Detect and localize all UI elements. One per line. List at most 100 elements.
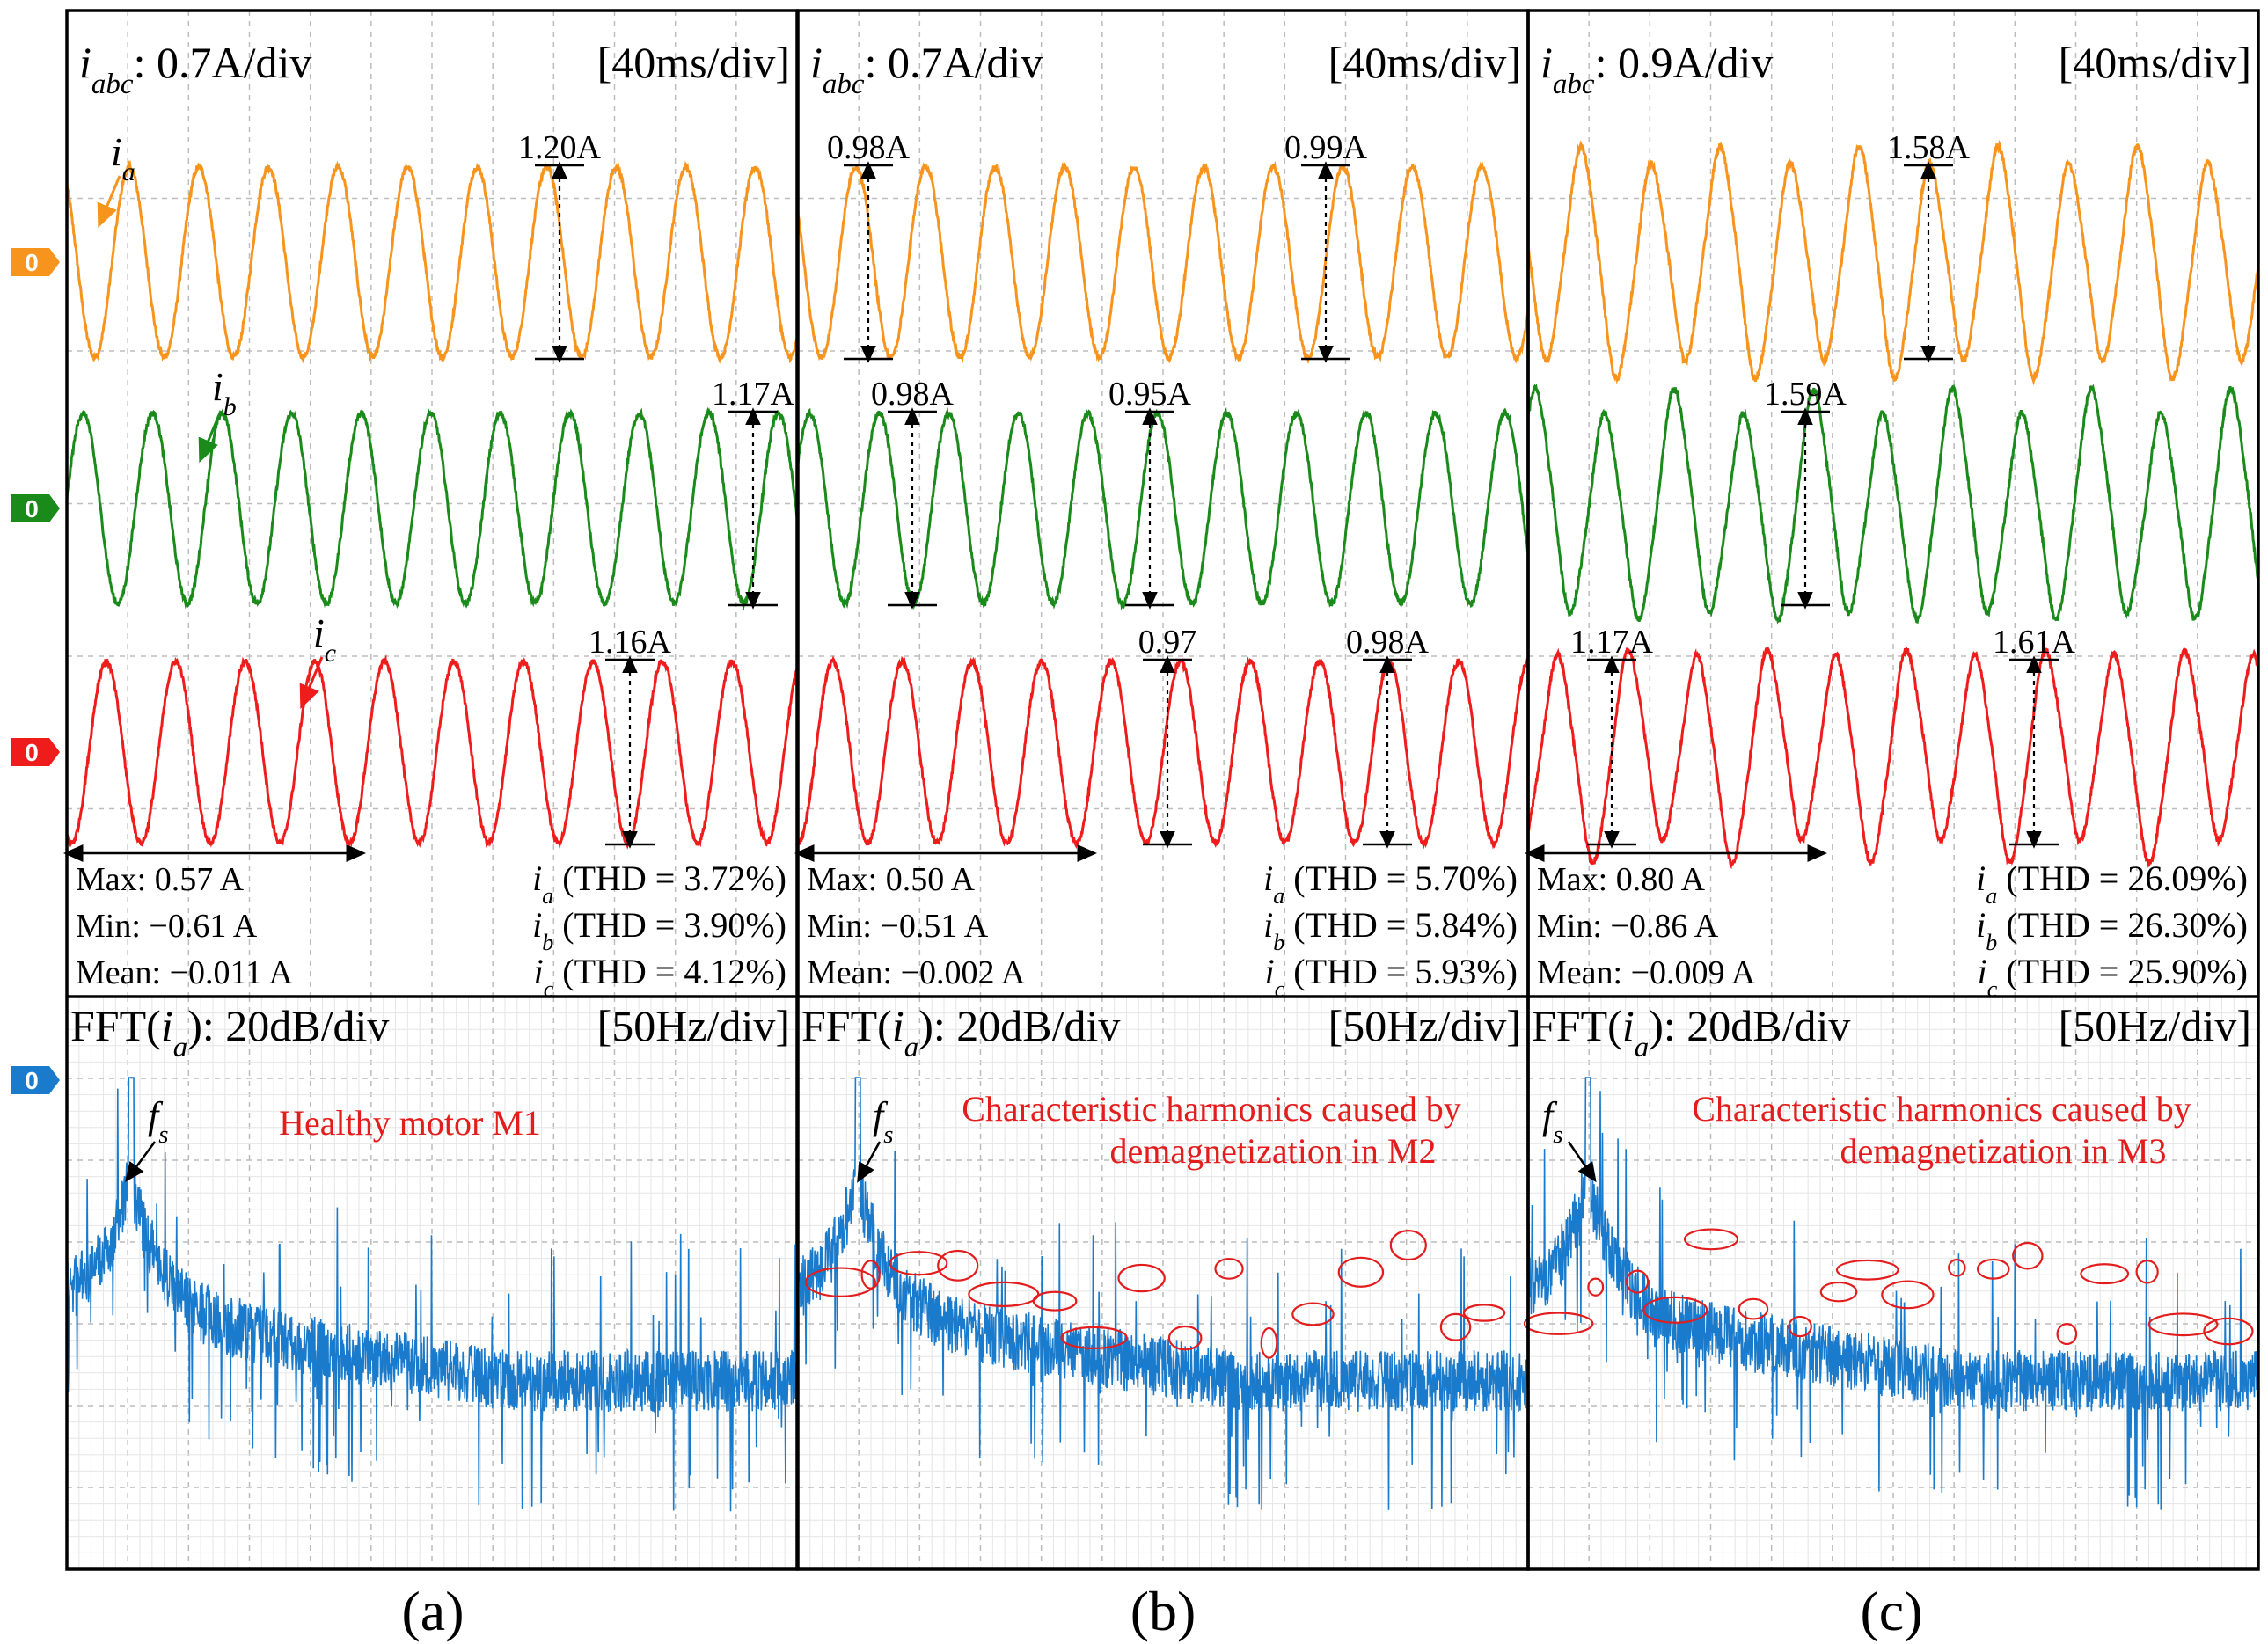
trace-ia-a: [65, 159, 799, 365]
panel-label-b: (b): [1130, 1580, 1196, 1642]
thd-ia-c: ia (THD = 26.09%): [1976, 859, 2248, 909]
trace-label-ic: ic: [313, 610, 336, 668]
zero-marker-1: [11, 494, 60, 522]
fft-trace-c: [1527, 1077, 2259, 1510]
fft-annotation-a-0: Healthy motor M1: [279, 1103, 541, 1143]
panel-label-c: (c): [1860, 1580, 1923, 1642]
fft-trace-b: [797, 1077, 1529, 1510]
harmonic-circle: [2147, 1312, 2219, 1337]
fundamental-label-a: fs: [148, 1094, 169, 1149]
trace-ic-c: [1526, 646, 2260, 870]
panel-frame-c: [1526, 9, 2260, 1571]
stat-mean-b: Mean: −0.002 A: [807, 954, 1026, 991]
harmonic-circle: [2080, 1263, 2130, 1285]
thd-ia-b: ia (THD = 5.70%): [1263, 859, 1518, 909]
peak-label-ia-b: 0.98A: [827, 129, 911, 166]
harmonic-circle: [860, 1260, 881, 1290]
fundamental-arrow-c: [1567, 1141, 1597, 1183]
time-scale-c: iabc: 0.9A/div: [1540, 38, 1773, 100]
stat-mean-c: Mean: −0.009 A: [1537, 954, 1756, 991]
time-scale-b: iabc: 0.7A/div: [810, 38, 1043, 100]
time-scale-a: iabc: 0.7A/div: [79, 38, 311, 100]
harmonic-circle: [1683, 1228, 1739, 1251]
harmonic-circle: [2135, 1260, 2159, 1284]
trace-label-ib: ib: [212, 364, 237, 421]
harmonic-circle: [2012, 1241, 2044, 1270]
harmonic-circle: [1032, 1290, 1078, 1312]
stat-max-a: Max: 0.57 A: [76, 861, 245, 898]
trace-ia-c: [1526, 139, 2260, 386]
fft-trace-a: [66, 1077, 798, 1512]
fundamental-label-b: fs: [873, 1094, 894, 1149]
harmonic-circle: [1167, 1325, 1203, 1351]
peak-label-ic-c: 1.61A: [1993, 624, 2076, 661]
zero-marker-label: 0: [25, 739, 39, 766]
fft-annotation-c-1: demagnetization in M3: [1840, 1131, 2166, 1171]
peak-label-ib-a: 1.17A: [712, 376, 795, 413]
peak-label-ia-b: 0.99A: [1284, 129, 1368, 166]
fft-annotation-b-0: Characteristic harmonics caused by: [962, 1089, 1461, 1129]
harmonic-circle: [1976, 1258, 2010, 1280]
zero-marker-label: 0: [25, 1067, 39, 1094]
thd-ib-a: ib (THD = 3.90%): [532, 905, 786, 955]
channel-markers: 0 0 0 0: [11, 248, 60, 1094]
harmonic-circle: [804, 1267, 876, 1297]
fft-scale-a: FFT(ia): 20dB/div: [70, 1001, 389, 1063]
fundamental-arrow-b: [857, 1141, 882, 1183]
thd-ib-c: ib (THD = 26.30%): [1976, 905, 2248, 955]
stat-min-c: Min: −0.86 A: [1537, 908, 1719, 945]
stat-max-b: Max: 0.50 A: [807, 861, 976, 898]
peak-label-ib-b: 0.95A: [1108, 376, 1192, 413]
peak-label-ib-b: 0.98A: [871, 376, 955, 413]
freqbase-a: [50Hz/div]: [597, 1001, 790, 1050]
harmonic-circle: [1587, 1277, 1605, 1297]
harmonic-circle: [2056, 1322, 2078, 1346]
harmonic-circle: [937, 1249, 979, 1282]
harmonic-circle: [1835, 1259, 1899, 1281]
panel-b-grid: [798, 11, 1528, 1569]
stat-max-c: Max: 0.80 A: [1537, 861, 1706, 898]
zero-marker-label: 0: [25, 249, 39, 276]
harmonic-circle: [2203, 1317, 2254, 1346]
harmonic-circle: [968, 1281, 1040, 1307]
thd-ic-c: ic (THD = 25.90%): [1978, 952, 2248, 1002]
harmonic-circle: [1626, 1269, 1650, 1294]
zero-marker-label: 0: [25, 495, 39, 522]
peak-label-ib-c: 1.59A: [1764, 376, 1847, 413]
harmonic-circle: [1881, 1280, 1935, 1310]
thd-ic-a: ic (THD = 4.12%): [534, 952, 786, 1002]
trace-label-arrow-ib: [198, 410, 223, 464]
peak-label-ic-a: 1.16A: [589, 624, 672, 661]
trace-ic-a: [65, 654, 799, 850]
zero-marker-2: [11, 738, 60, 766]
harmonic-circle: [1462, 1304, 1506, 1322]
thd-ic-b: ic (THD = 5.93%): [1265, 952, 1518, 1002]
harmonic-circle: [1439, 1312, 1472, 1341]
fft-annotation-b-1: demagnetization in M2: [1109, 1131, 1436, 1171]
trace-ib-c: [1526, 383, 2260, 625]
peak-label-ic-b: 0.97: [1138, 624, 1197, 661]
zero-marker-3: [11, 1066, 60, 1094]
harmonic-circle: [1523, 1312, 1594, 1335]
harmonic-circle: [1819, 1281, 1858, 1303]
harmonic-circle: [1337, 1256, 1385, 1288]
trace-label-arrow-ia: [97, 175, 121, 229]
peak-label-ic-b: 0.98A: [1346, 624, 1430, 661]
trace-label-arrow-ic: [299, 656, 324, 710]
fundamental-arrow-a: [125, 1141, 157, 1183]
stat-mean-a: Mean: −0.011 A: [76, 954, 294, 991]
fundamental-label-c: fs: [1542, 1094, 1563, 1149]
harmonic-circle: [1389, 1230, 1427, 1261]
panel-label-a: (a): [401, 1580, 465, 1642]
timebase-a: [40ms/div]: [597, 38, 790, 87]
trace-layer: [65, 139, 2260, 1512]
thd-ib-b: ib (THD = 5.84%): [1263, 905, 1518, 955]
timebase-c: [40ms/div]: [2059, 38, 2251, 87]
freqbase-b: [50Hz/div]: [1328, 1001, 1521, 1050]
trace-ia-b: [796, 160, 1530, 365]
trace-label-ia: ia: [111, 129, 135, 186]
annotation-layer: iabc: 0.7A/div [40ms/div] FFT(ia): 20dB/di…: [63, 38, 2254, 1359]
fft-scale-c: FFT(ia): 20dB/div: [1532, 1001, 1850, 1063]
harmonic-circle: [1642, 1296, 1708, 1324]
